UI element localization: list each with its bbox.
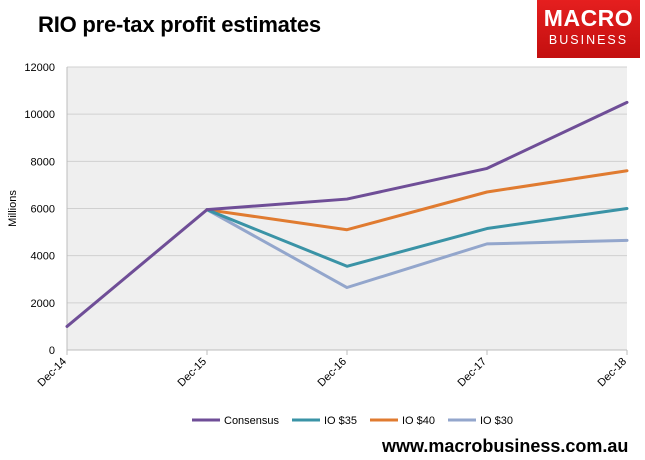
y-axis-ticks: 0 2000 4000 6000 8000 10000 12000 (24, 62, 55, 357)
x-tick-label: Dec-17 (456, 356, 490, 390)
series-line-io-35 (205, 207, 629, 268)
y-axis-label: Millions (7, 190, 19, 227)
legend-label: IO $30 (480, 415, 513, 427)
x-tick-label: Dec-18 (596, 356, 630, 390)
y-tick-label: 12000 (24, 62, 55, 74)
series-line-io-40 (205, 169, 629, 232)
y-tick-label: 4000 (31, 251, 55, 263)
footer-url: www.macrobusiness.com.au (382, 436, 629, 456)
y-tick-label: 0 (49, 345, 55, 357)
legend-label: Consensus (224, 415, 280, 427)
x-tick-label: Dec-16 (316, 356, 350, 390)
series-line-io-30 (205, 208, 629, 290)
x-axis-ticks: Dec-14 Dec-15 Dec-16 Dec-17 Dec-18 (36, 350, 630, 390)
chart-title: RIO pre-tax profit estimates (38, 12, 321, 37)
y-tick-label: 8000 (31, 156, 55, 168)
y-tick-label: 10000 (24, 109, 55, 121)
x-tick-label: Dec-14 (36, 356, 70, 390)
gridlines (66, 66, 627, 351)
legend: Consensus IO $35 IO $40 IO $30 (192, 415, 513, 427)
y-tick-label: 2000 (31, 298, 55, 310)
legend-label: IO $40 (402, 415, 435, 427)
series-lines (65, 100, 629, 328)
legend-label: IO $35 (324, 415, 357, 427)
logo-line-2: BUSINESS (548, 33, 629, 47)
x-tick-label: Dec-15 (176, 356, 210, 390)
series-line-consensus (65, 100, 629, 328)
logo-line-1: MACRO (543, 5, 634, 31)
macrobusiness-logo: MACRO BUSINESS (537, 0, 640, 58)
y-tick-label: 6000 (31, 204, 55, 216)
